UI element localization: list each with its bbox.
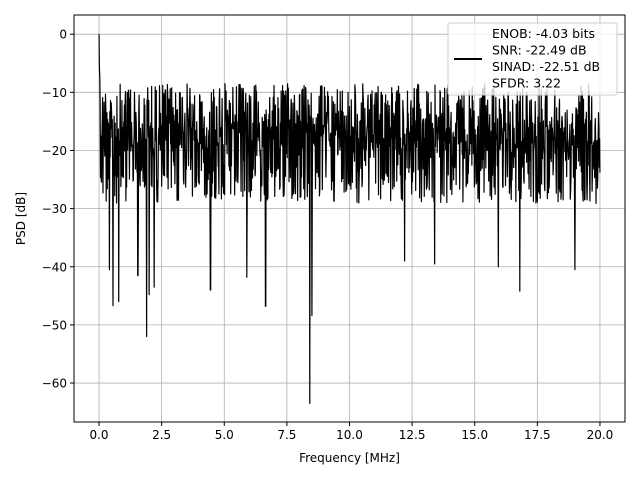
y-axis-label: PSD [dB] xyxy=(14,192,28,245)
legend-entry: SNR: -22.49 dB xyxy=(492,43,587,58)
legend-entry: SFDR: 3.22 xyxy=(492,76,561,91)
x-tick-label: 5.0 xyxy=(215,428,234,442)
legend: ENOB: -4.03 bits SNR: -22.49 dB SINAD: -… xyxy=(447,22,618,96)
legend-entry: ENOB: -4.03 bits xyxy=(492,26,595,41)
y-tick-label: −40 xyxy=(42,260,67,274)
psd-series-line xyxy=(98,34,601,404)
x-tick-label: 7.5 xyxy=(277,428,296,442)
x-tick-label: 2.5 xyxy=(152,428,171,442)
y-tick-label: −60 xyxy=(42,377,67,391)
y-tick-label: −20 xyxy=(42,144,67,158)
y-tick-label: −50 xyxy=(42,318,67,332)
x-axis-label: Frequency [MHz] xyxy=(299,451,400,465)
series-layer xyxy=(98,34,601,404)
legend-entry: SINAD: -22.51 dB xyxy=(492,59,600,74)
legend-box xyxy=(447,22,618,96)
y-tick-label: −10 xyxy=(42,86,67,100)
x-tick-label: 17.5 xyxy=(524,428,551,442)
x-tick-label: 20.0 xyxy=(587,428,614,442)
x-tick-label: 10.0 xyxy=(336,428,363,442)
ticks: 0.0 2.5 5.0 7.5 10.0 12.5 15.0 17.5 20.0 0 −10 −20 −… xyxy=(42,28,614,442)
y-tick-label: 0 xyxy=(59,28,67,42)
x-tick-label: 0.0 xyxy=(89,428,108,442)
y-tick-label: −30 xyxy=(42,202,67,216)
x-tick-label: 15.0 xyxy=(461,428,488,442)
x-tick-label: 12.5 xyxy=(399,428,426,442)
